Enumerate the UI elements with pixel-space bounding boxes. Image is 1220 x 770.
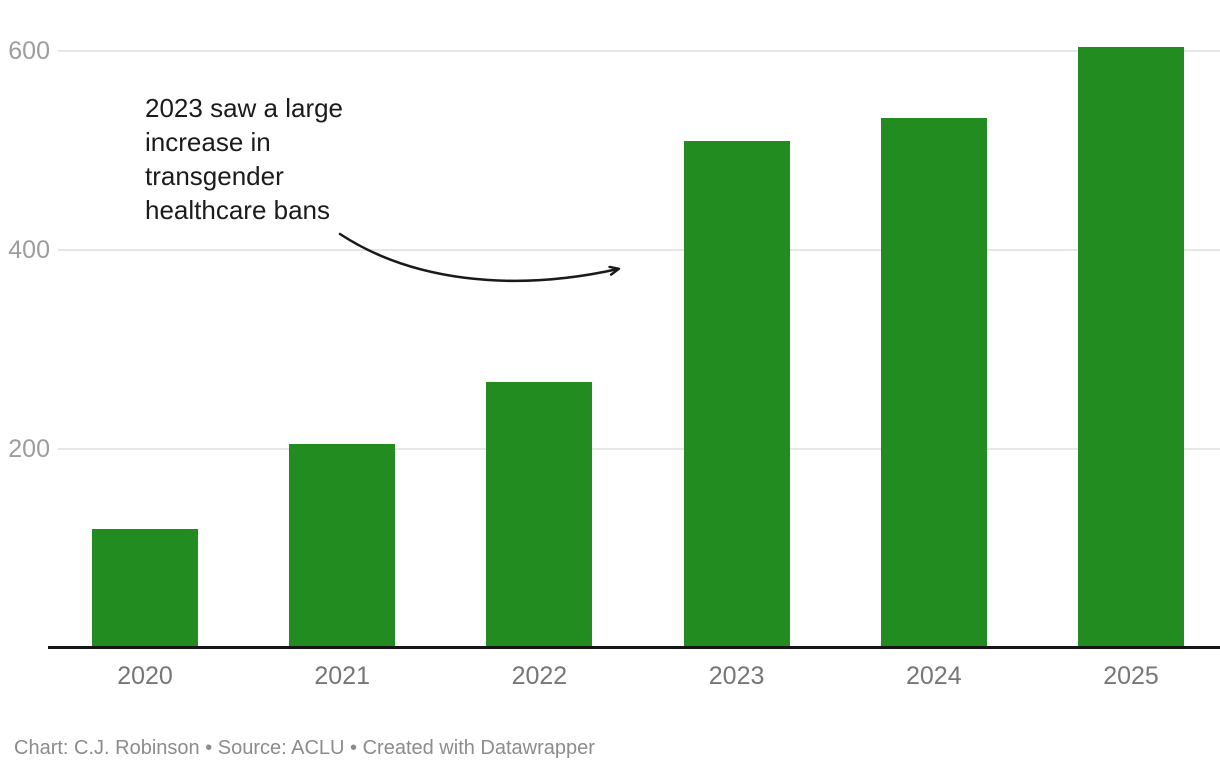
x-tick-label-2022: 2022 (511, 662, 568, 690)
annotation-arrow (338, 232, 640, 283)
bar-2021[interactable] (289, 444, 396, 648)
y-tick-label-600: 600 (8, 37, 50, 65)
x-tick-label-2025: 2025 (1103, 662, 1159, 690)
bar-2023[interactable] (683, 140, 790, 648)
x-tick-label-2021: 2021 (314, 662, 370, 690)
gridline-600 (58, 50, 1220, 52)
chart-annotation-text: 2023 saw a large increase in transgender… (145, 93, 344, 225)
bar-2022[interactable] (486, 382, 593, 648)
bar-2025[interactable] (1078, 47, 1184, 648)
x-tick-label-2023: 2023 (708, 662, 765, 690)
bar-2020[interactable] (92, 528, 198, 648)
x-axis-baseline (48, 646, 1220, 649)
gridline-400 (58, 249, 1220, 251)
bar-2024[interactable] (880, 117, 987, 648)
chart-footer-credit: Chart: C.J. Robinson • Source: ACLU • Cr… (14, 737, 595, 759)
gridline-200 (58, 448, 1220, 450)
x-tick-label-2024: 2024 (905, 662, 962, 690)
x-tick-label-2020: 2020 (117, 662, 173, 690)
annotation-arrow-path (338, 232, 618, 283)
y-tick-label-400: 400 (8, 236, 50, 264)
y-tick-label-200: 200 (8, 435, 50, 463)
